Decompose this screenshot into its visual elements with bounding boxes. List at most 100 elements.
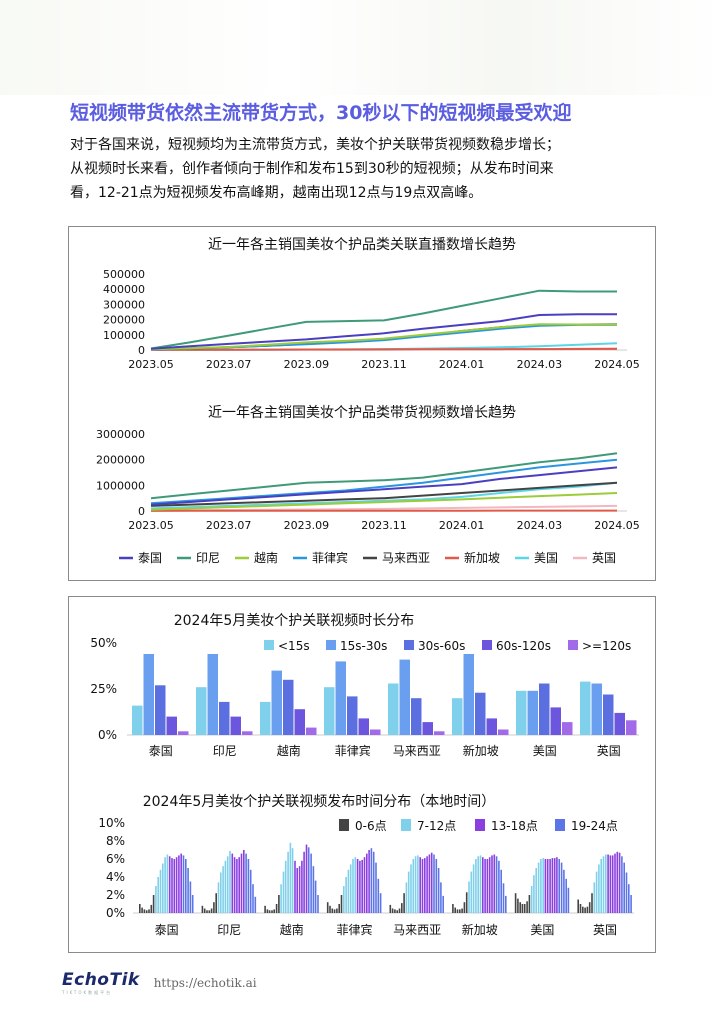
y-tick-label: 0% (106, 906, 125, 920)
hour-bar-越南-14 (296, 868, 298, 913)
series-line-泰国 (150, 466, 618, 506)
hour-bar-印尼-23 (254, 896, 257, 913)
hour-bar-新加坡-2 (456, 909, 459, 913)
hour-bar-泰国-23 (191, 895, 194, 913)
bar-越南-<15s (260, 701, 271, 735)
hour-bar-新加坡-23 (505, 895, 507, 913)
x-tick-label: 马来西亚 (393, 923, 441, 937)
hour-bar-越南-18 (305, 844, 308, 913)
legend-label: 马来西亚 (382, 551, 430, 565)
x-tick-label: 2024.03 (517, 519, 563, 532)
hour-bar-菲律宾-14 (359, 860, 361, 913)
hour-bar-马来西亚-9 (410, 864, 412, 913)
hour-bar-新加坡-7 (468, 881, 470, 913)
series-line-菲律宾 (150, 458, 618, 505)
bar-美国-30s-60s (539, 683, 550, 735)
series-line-印尼 (150, 289, 617, 350)
hour-bar-泰国-18 (180, 853, 182, 913)
hour-bar-泰国-5 (150, 904, 153, 913)
x-tick-label: 2023.09 (284, 358, 330, 371)
hour-bar-泰国-2 (143, 909, 146, 913)
y-tick-label: 1000000 (96, 479, 145, 492)
hour-bar-马来西亚-6 (403, 893, 405, 913)
hour-bar-新加坡-6 (465, 892, 468, 913)
legend-label: 15s-30s (340, 639, 387, 653)
hour-bar-马来西亚-19 (433, 854, 435, 913)
hour-bar-越南-1 (266, 909, 269, 913)
hour-bar-马来西亚-8 (407, 871, 410, 913)
x-tick-label: 越南 (277, 743, 301, 758)
hour-bar-菲律宾-20 (372, 851, 375, 913)
legend-label: 越南 (254, 550, 278, 565)
hour-bar-泰国-15 (173, 859, 176, 913)
bar-美国->=120s (562, 722, 573, 735)
bar-印尼->=120s (242, 731, 253, 735)
legend-label: 新加坡 (464, 550, 500, 565)
intro-line: 从视频时长来看，创作者倾向于制作和发布15到30秒的短视频；从发布时间来 (70, 161, 554, 177)
footer: EchoTik TIKTOK数据平台 https://echotik.ai (62, 970, 257, 995)
legend-label: 13-18点 (491, 819, 538, 833)
hour-bar-泰国-0 (139, 904, 141, 913)
hour-bar-美国-7 (530, 886, 533, 913)
hour-bar-印尼-16 (238, 857, 240, 913)
y-tick-label: 10% (98, 816, 125, 830)
x-tick-label: 2024.05 (594, 358, 640, 371)
hour-bar-马来西亚-20 (435, 859, 438, 913)
hour-bar-英国-8 (595, 871, 598, 913)
hour-bar-英国-19 (621, 856, 623, 913)
hour-bar-英国-0 (577, 899, 579, 913)
y-tick-label: 2% (106, 888, 125, 902)
bar-印尼-60s-120s (230, 716, 241, 735)
intro-line: 对于各国来说，短视频均为主流带货方式，美妆个护关联带货视频数稳步增长； (70, 137, 560, 153)
hour-bar-越南-15 (298, 866, 301, 913)
bar-菲律宾-<15s (324, 687, 335, 735)
hour-bar-越南-23 (317, 895, 319, 913)
legend-label: 30s-60s (418, 639, 465, 653)
x-tick-label: 印尼 (213, 744, 237, 758)
hour-bar-印尼-3 (208, 910, 211, 913)
chart-title: 近一年各主销国美妆个护品类关联直播数增长趋势 (208, 236, 516, 253)
hour-bar-新加坡-5 (463, 902, 466, 913)
bar-美国-60s-120s (550, 707, 561, 735)
hour-bar-越南-2 (268, 910, 271, 913)
hour-bar-美国-6 (528, 895, 531, 913)
x-tick-label: 2024.01 (439, 358, 485, 371)
hour-bar-菲律宾-12 (354, 857, 357, 913)
hour-bar-泰国-3 (145, 910, 148, 913)
hour-bar-新加坡-17 (491, 855, 493, 913)
hour-bar-英国-16 (614, 853, 616, 913)
hour-bar-泰国-8 (157, 877, 159, 913)
hour-bar-新加坡-13 (482, 857, 484, 913)
brand-tagline: TIKTOK数据平台 (62, 990, 113, 995)
y-tick-label: 0 (138, 505, 145, 518)
hour-bar-菲律宾-23 (379, 893, 382, 913)
hour-bar-菲律宾-2 (331, 908, 334, 913)
bar-马来西亚-30s-60s (411, 698, 422, 735)
hour-bar-菲律宾-9 (347, 869, 350, 913)
bar-菲律宾->=120s (370, 729, 381, 735)
hour-bar-新加坡-21 (500, 869, 502, 913)
hour-bar-越南-17 (303, 851, 305, 913)
series-line-马来西亚 (150, 481, 618, 507)
hour-bar-美国-14 (546, 859, 549, 913)
hour-bar-印尼-14 (233, 857, 236, 913)
x-tick-label: 2023.11 (361, 358, 407, 371)
legend-swatch-15s-30s (326, 640, 336, 650)
x-tick-label: 英国 (597, 744, 621, 758)
hour-bar-马来西亚-1 (391, 908, 394, 913)
distribution-panel: 2024年5月美妆个护关联视频时长分布 <15s 15s-30s 30s-60s 60s… (68, 596, 656, 953)
bar-新加坡-30s-60s (475, 692, 486, 735)
hour-bar-印尼-4 (210, 908, 213, 913)
hour-bar-印尼-12 (229, 850, 231, 913)
hour-bar-英国-14 (609, 855, 612, 913)
x-tick-label: 菲律宾 (335, 743, 371, 758)
hour-bar-新加坡-14 (484, 859, 486, 913)
y-tick-label: 400000 (103, 283, 145, 296)
hour-bar-越南-11 (289, 842, 292, 913)
hour-bar-美国-15 (549, 859, 551, 913)
y-tick-label: 50% (90, 636, 117, 650)
hour-bar-越南-4 (273, 909, 275, 913)
x-tick-label: 越南 (280, 922, 304, 937)
hour-bar-美国-13 (544, 859, 547, 913)
site-url-link[interactable]: https://echotik.ai (153, 976, 257, 990)
